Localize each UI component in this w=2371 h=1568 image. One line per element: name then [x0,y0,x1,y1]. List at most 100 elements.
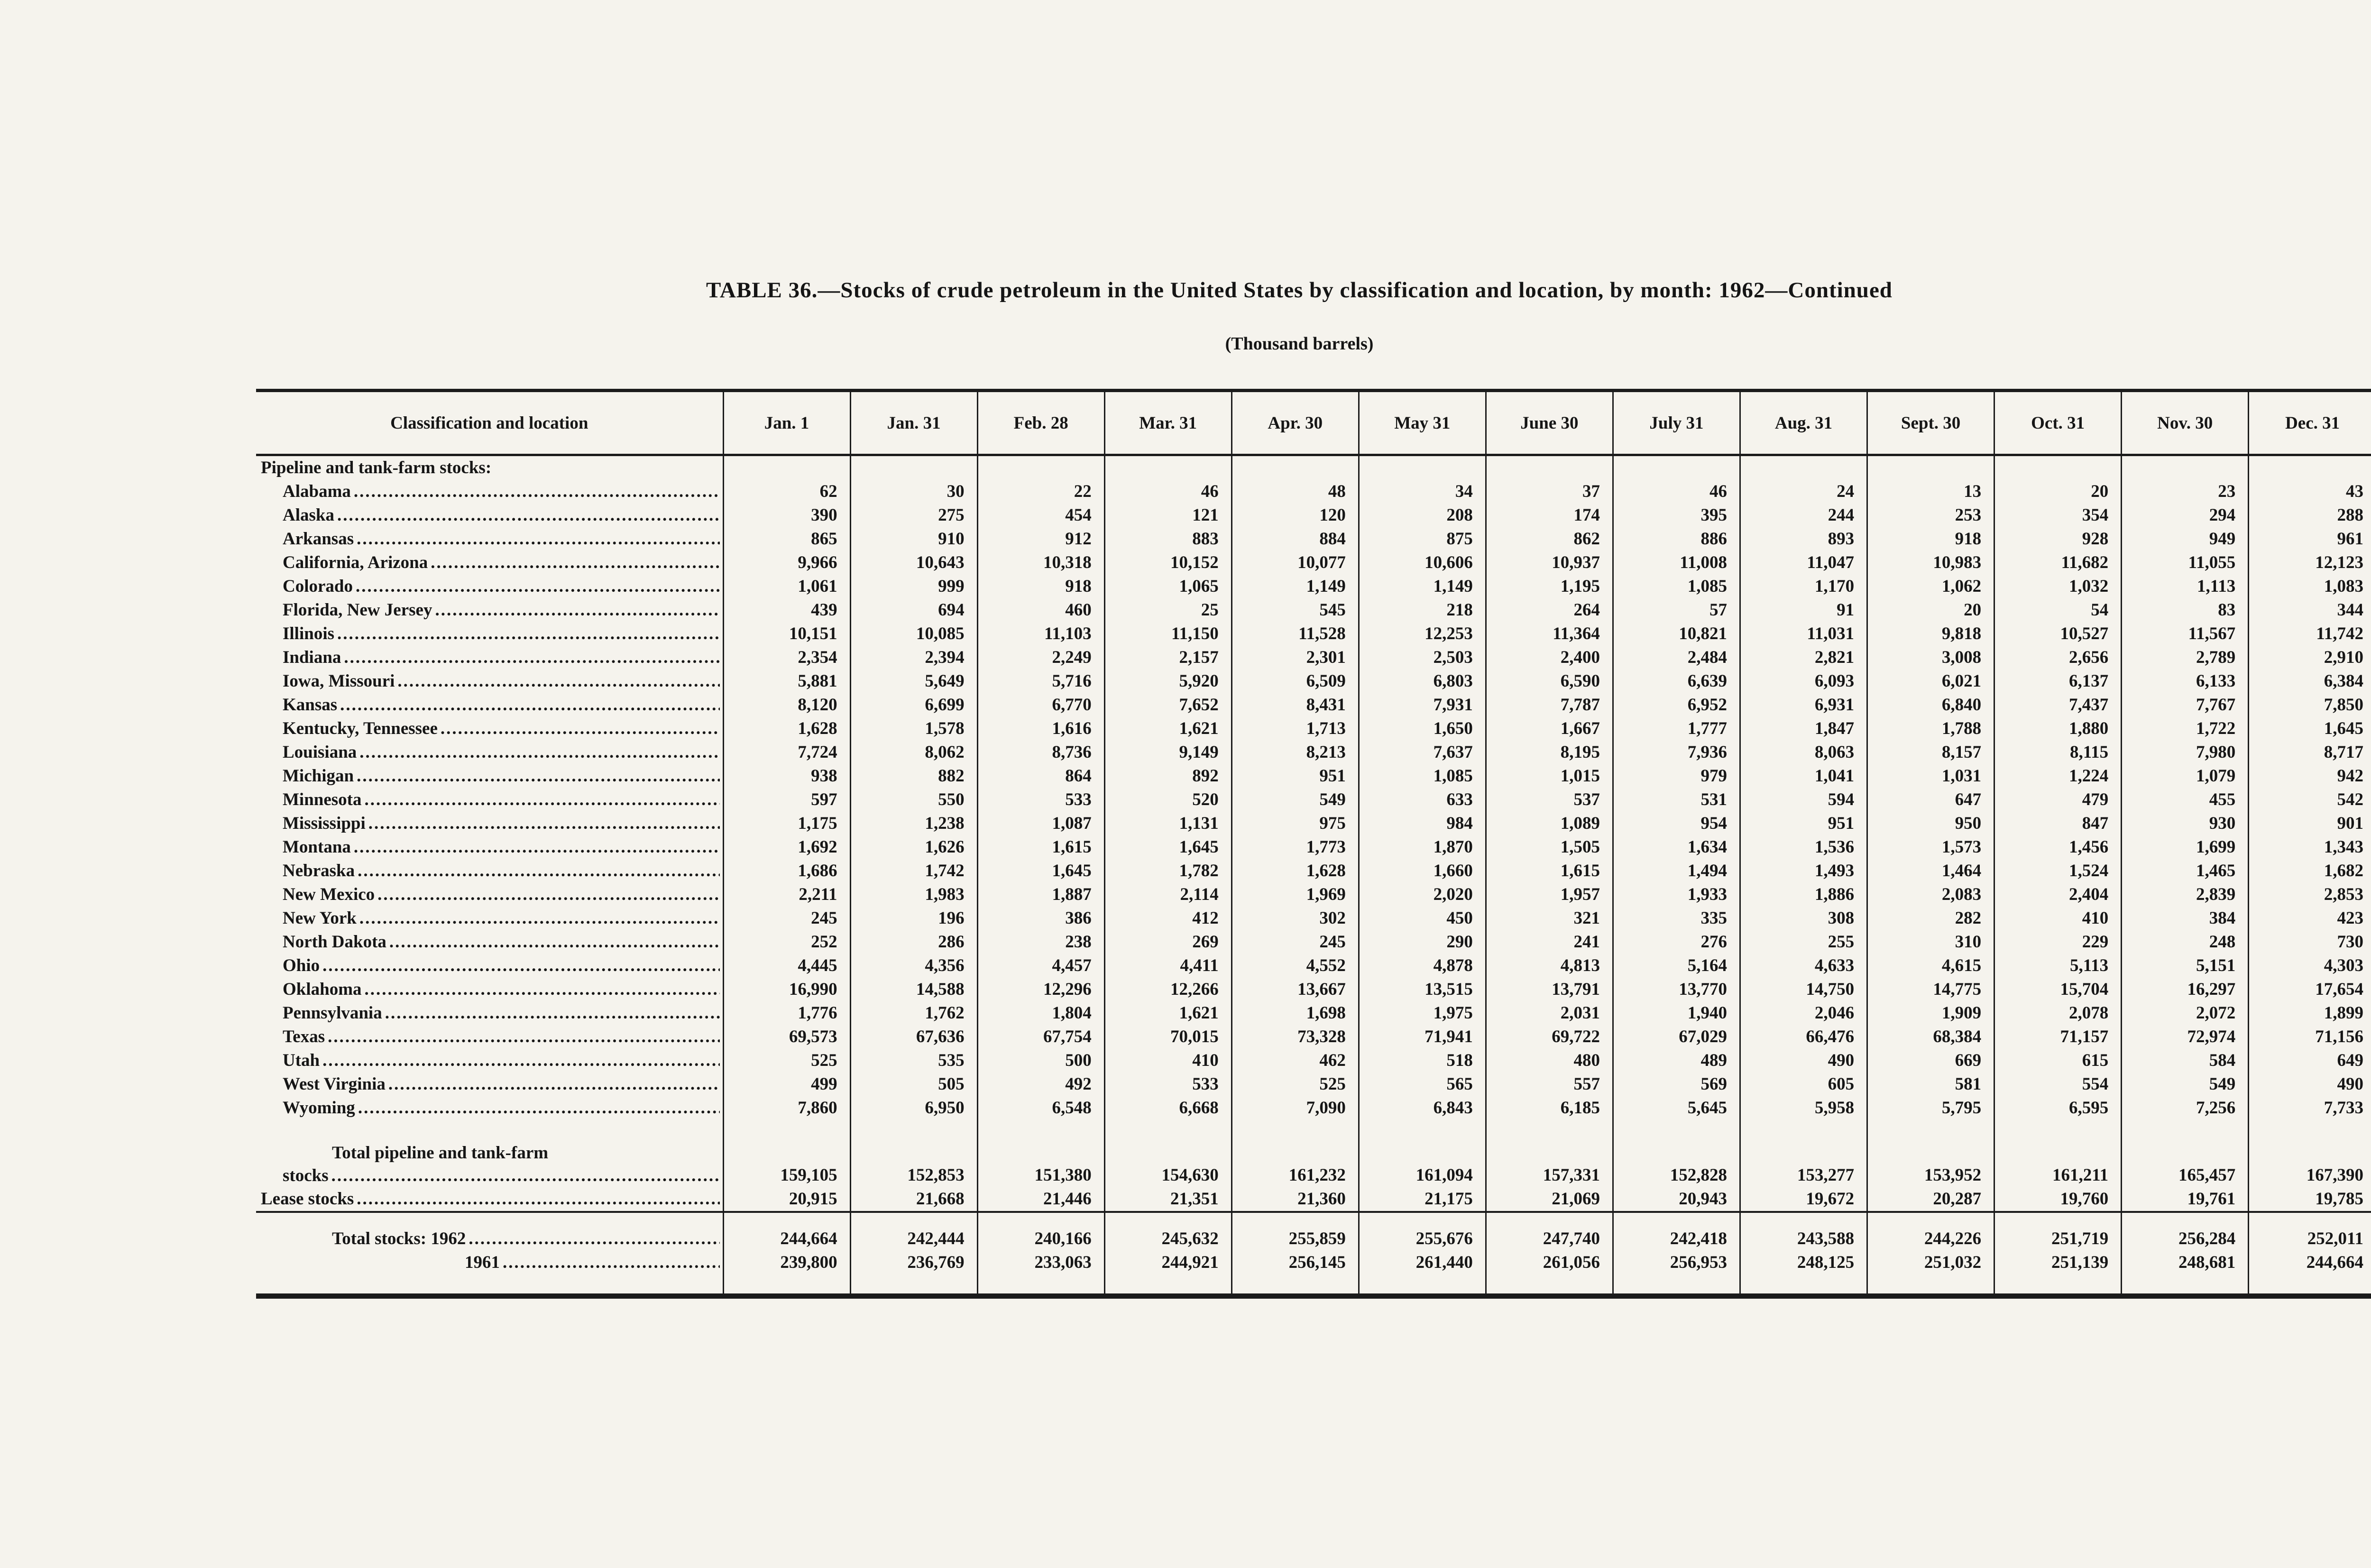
value-cell: 3,008 [1866,646,1994,669]
row-label-cell: Mississippi [256,812,723,835]
value-cell: 1,032 [1994,575,2122,598]
value-cell [1739,455,1867,480]
value-cell: 335 [1612,907,1740,930]
value-cell: 1,777 [1612,717,1740,741]
value-cell: 8,431 [1231,693,1359,717]
row-label-cell [256,1120,723,1142]
value-cell: 13,791 [1485,978,1613,1001]
state-name: Wyoming [283,1098,355,1118]
value-cell: 1,015 [1485,764,1613,788]
value-cell: 950 [1866,812,1994,835]
value-cell: 1,940 [1612,1001,1740,1025]
value-cell: 25 [1103,598,1232,622]
value-cell: 229 [1994,930,2122,954]
value-cell [1358,1120,1486,1142]
state-row: Colorado1,0619999181,0651,1491,1491,1951… [256,575,2371,598]
value-cell: 1,031 [1866,764,1994,788]
value-cell: 6,590 [1485,669,1613,693]
row-label-cell: Minnesota [256,788,723,812]
value-cell: 4,633 [1739,954,1867,978]
col-header-classification: Classification and location [256,390,723,456]
value-cell [849,1120,978,1142]
row-label-cell: Total pipeline and tank-farm stocks [256,1142,723,1187]
state-name: Texas [283,1027,325,1046]
value-cell: 930 [2121,812,2249,835]
state-row: Louisiana7,7248,0628,7369,1498,2137,6378… [256,741,2371,764]
value-cell: 1,041 [1739,764,1867,788]
value-cell: 1,776 [722,1001,851,1025]
table-wrap: Classification and location Jan. 1 Jan. 31… [256,389,2371,1299]
value-cell: 454 [976,504,1105,527]
grand-total-row: Total stocks: 1962244,664242,444240,1662… [256,1211,2371,1251]
value-cell: 492 [976,1073,1105,1096]
value-cell: 46 [1612,480,1740,504]
value-cell: 1,456 [1994,835,2122,859]
value-cell: 251,719 [1994,1211,2122,1251]
value-cell: 11,055 [2121,551,2249,575]
value-cell: 489 [1612,1049,1740,1073]
value-cell: 20,287 [1866,1187,1994,1212]
value-cell: 71,157 [1994,1025,2122,1049]
state-row: Arkansas 86591091288388487586288689391892… [256,527,2371,551]
value-cell: 161,211 [1994,1142,2122,1187]
value-cell: 167,390 [2248,1142,2371,1187]
value-cell [849,455,978,480]
value-cell: 34 [1358,480,1486,504]
value-cell: 542 [2248,788,2371,812]
value-cell: 594 [1739,788,1867,812]
end-padding-row [256,1275,2371,1296]
value-cell: 276 [1612,930,1740,954]
dot-leader [357,764,719,788]
row-label-cell: Colorado [256,575,723,598]
value-cell: 6,803 [1358,669,1486,693]
dot-leader [357,1187,719,1211]
value-cell: 21,351 [1103,1187,1232,1212]
state-row: West Virginia 499505492533525565557569605… [256,1073,2371,1096]
value-cell: 1,847 [1739,717,1867,741]
value-cell: 11,008 [1612,551,1740,575]
value-cell: 884 [1231,527,1359,551]
row-label-cell: Utah [256,1049,723,1073]
value-cell: 66,476 [1739,1025,1867,1049]
value-cell: 46 [1103,480,1232,504]
value-cell: 669 [1866,1049,1994,1073]
state-name: West Virginia [283,1074,386,1094]
col-header-month: Oct. 31 [1994,390,2122,456]
value-cell: 882 [849,764,978,788]
value-cell: 19,672 [1739,1187,1867,1212]
row-label-cell: New Mexico [256,883,723,907]
value-cell: 69,573 [722,1025,851,1049]
value-cell: 6,843 [1358,1096,1486,1120]
value-cell: 1,175 [722,812,851,835]
dot-leader [354,835,720,859]
value-cell: 244,226 [1866,1211,1994,1251]
value-cell [1739,1120,1867,1142]
row-label-cell: Lease stocks [256,1187,723,1212]
value-cell: 910 [849,527,978,551]
value-cell: 4,303 [2248,954,2371,978]
value-cell [1485,1120,1613,1142]
value-cell [2121,1120,2249,1142]
value-cell: 6,093 [1739,669,1867,693]
state-name: North Dakota [283,932,386,952]
value-cell: 918 [1866,527,1994,551]
value-cell: 247,740 [1485,1211,1613,1251]
value-cell: 6,639 [1612,669,1740,693]
dot-leader [359,907,720,930]
value-cell: 5,881 [722,669,851,693]
value-cell: 550 [849,788,978,812]
value-cell: 10,077 [1231,551,1359,575]
value-cell: 6,699 [849,693,978,717]
value-cell [1612,1275,1740,1296]
state-row: Ohio4,4454,3564,4574,4114,5524,8784,8135… [256,954,2371,978]
value-cell [1231,1120,1359,1142]
value-cell: 569 [1612,1073,1740,1096]
value-cell: 2,249 [976,646,1105,669]
row-label-cell: Texas [256,1025,723,1049]
value-cell: 161,094 [1358,1142,1486,1187]
value-cell: 6,133 [2121,669,2249,693]
value-cell: 12,296 [976,978,1105,1001]
value-cell [976,1275,1105,1296]
value-cell: 455 [2121,788,2249,812]
